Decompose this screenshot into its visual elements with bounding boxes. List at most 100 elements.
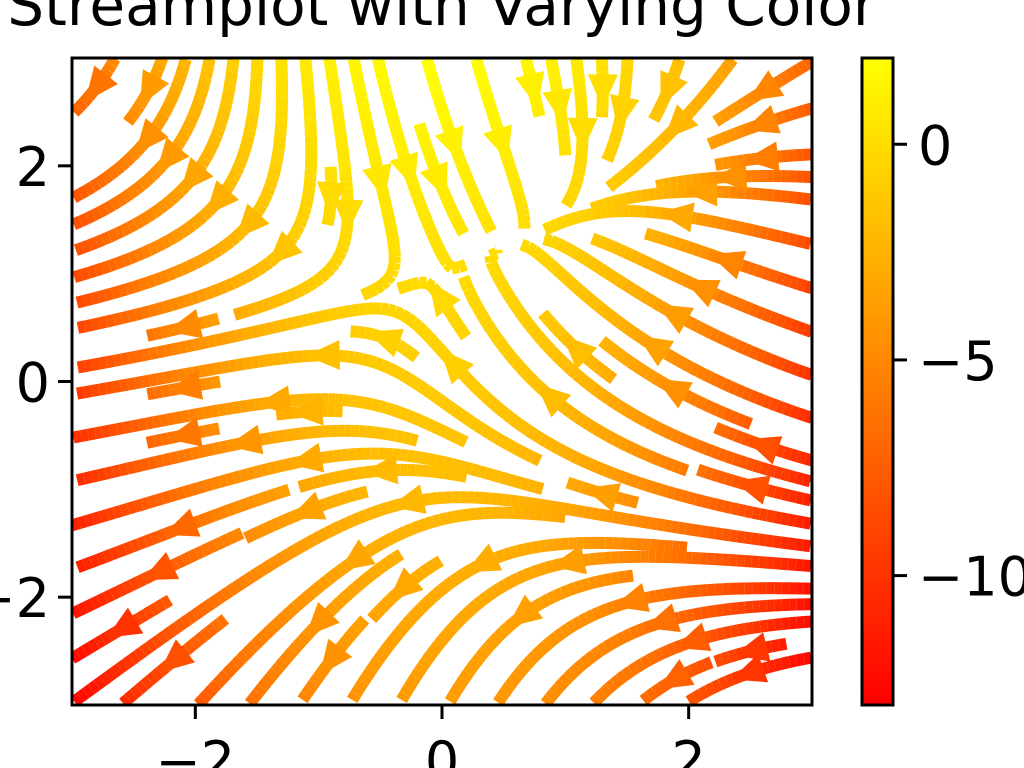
streamline-segment xyxy=(83,385,93,399)
streamline-segment xyxy=(714,157,724,171)
streamline-segment xyxy=(302,90,315,99)
streamline-segment xyxy=(641,515,651,529)
streamline-segment xyxy=(702,656,714,671)
streamline-segment xyxy=(335,243,350,254)
streamline-segment xyxy=(373,357,385,371)
streamline-segment xyxy=(457,609,471,623)
streamline-segment xyxy=(133,307,144,321)
streamline-segment xyxy=(318,575,332,590)
streamline-segment xyxy=(341,587,355,602)
streamline-segment xyxy=(94,426,104,440)
streamline-segment xyxy=(104,466,115,480)
streamline-segment xyxy=(538,539,548,553)
streamline-segment xyxy=(547,346,561,360)
streamline-segment xyxy=(335,141,349,150)
streamline-segment xyxy=(606,140,620,151)
streamline-segment xyxy=(170,369,180,383)
streamline-segment xyxy=(729,502,740,516)
streamline-segment xyxy=(210,422,221,436)
streamline xyxy=(146,370,222,401)
streamline-segment xyxy=(533,597,546,612)
streamline-segment xyxy=(596,462,608,477)
streamline-segment xyxy=(428,82,442,93)
streamline-segment xyxy=(147,494,158,509)
streamline-segment xyxy=(671,236,683,251)
streamline-segment xyxy=(266,173,280,183)
streamline-segment xyxy=(205,622,219,637)
streamline-segment xyxy=(802,492,812,507)
streamline-segment xyxy=(707,77,721,90)
streamline-segment xyxy=(522,655,536,669)
streamline-segment xyxy=(542,508,552,522)
streamline-segment xyxy=(782,108,793,123)
streamline-segment xyxy=(323,496,335,510)
streamline-segment xyxy=(133,459,143,473)
streamline-arrow xyxy=(316,181,347,217)
streamline-segment xyxy=(751,600,761,613)
streamline-segment xyxy=(261,185,276,196)
streamline-segment xyxy=(185,258,197,273)
streamline-segment xyxy=(449,213,463,225)
streamline-arrow xyxy=(465,543,503,573)
streamline-segment xyxy=(621,493,633,507)
streamline-segment xyxy=(551,324,566,338)
streamline-segment xyxy=(758,508,769,522)
streamline-segment xyxy=(140,496,151,511)
streamline-segment xyxy=(81,642,94,657)
streamline-segment xyxy=(462,286,477,298)
streamline-segment xyxy=(480,642,494,656)
streamline-segment xyxy=(685,608,696,622)
streamline-segment xyxy=(410,276,421,291)
streamline-segment xyxy=(76,601,89,616)
streamline-segment xyxy=(627,662,641,677)
streamline-segment xyxy=(124,281,136,296)
streamline xyxy=(232,58,364,321)
streamline-segment xyxy=(517,660,532,674)
streamline xyxy=(565,476,640,513)
streamline xyxy=(297,454,468,493)
streamline-segment xyxy=(590,232,602,247)
streamline-segment xyxy=(780,557,790,571)
streamline-segment xyxy=(127,250,139,265)
streamline-arrow xyxy=(660,70,688,108)
streamline-segment xyxy=(165,267,177,281)
streamline-segment xyxy=(222,665,236,679)
streamline-segment xyxy=(512,305,527,318)
streamline-segment xyxy=(225,71,238,80)
streamline-segment xyxy=(145,671,159,686)
streamline-segment xyxy=(210,618,224,633)
streamline-segment xyxy=(266,621,280,635)
streamline-segment xyxy=(728,529,738,543)
streamline-segment xyxy=(164,94,179,106)
streamline-segment xyxy=(382,216,397,226)
streamline-segment xyxy=(210,244,223,259)
streamline-segment xyxy=(329,566,343,581)
streamline-segment xyxy=(447,619,462,633)
streamline-segment xyxy=(658,483,669,498)
streamline-segment xyxy=(639,691,653,705)
streamline-segment xyxy=(303,181,316,189)
streamline-segment xyxy=(184,366,195,380)
streamline-segment xyxy=(531,645,546,660)
streamline-segment xyxy=(497,405,511,420)
streamline-segment xyxy=(119,222,132,237)
streamline-arrow xyxy=(205,180,240,216)
streamline-segment xyxy=(248,90,262,99)
streamline-segment xyxy=(134,349,145,363)
streamline-segment xyxy=(77,185,90,200)
streamline-segment xyxy=(678,610,689,624)
streamline-segment xyxy=(414,201,428,212)
streamline-segment xyxy=(264,179,278,190)
streamline-segment xyxy=(391,549,405,564)
streamline-segment xyxy=(344,515,356,529)
streamline-segment xyxy=(228,359,238,373)
streamline-segment xyxy=(364,506,376,521)
streamline-segment xyxy=(126,309,137,323)
streamline-segment xyxy=(489,120,503,130)
streamline-segment xyxy=(691,173,701,187)
streamline xyxy=(72,58,121,117)
streamline-segment xyxy=(794,471,805,486)
streamline-arrow xyxy=(745,436,783,465)
streamline-segment xyxy=(766,659,777,674)
streamline-segment xyxy=(491,271,506,283)
